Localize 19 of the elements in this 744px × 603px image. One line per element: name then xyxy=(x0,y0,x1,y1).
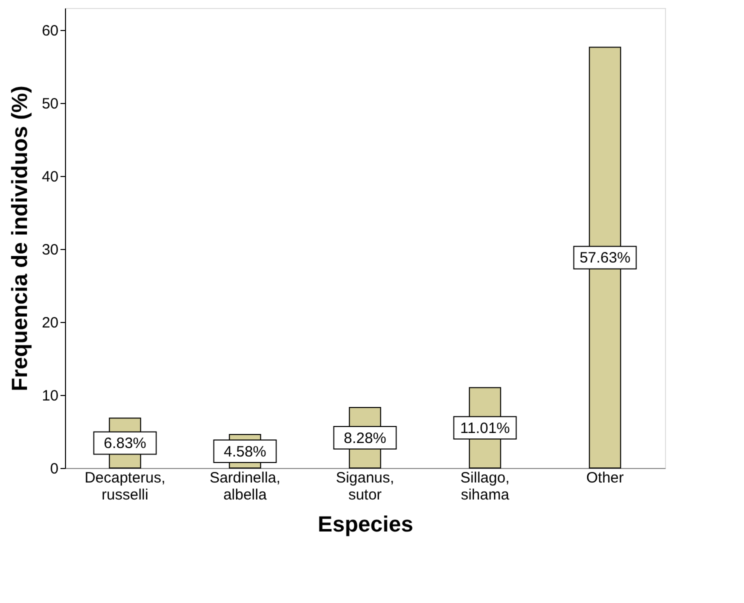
y-tick-label: 10 xyxy=(42,387,58,404)
data-label: 57.63% xyxy=(580,250,630,267)
x-tick-label: Siganus, sutor xyxy=(336,470,394,504)
y-tick-label: 20 xyxy=(42,314,58,332)
y-tick-label: 60 xyxy=(42,22,58,40)
y-tick-label: 40 xyxy=(42,168,58,186)
y-tick-label: 50 xyxy=(42,95,58,112)
x-tick-label: Sardinella, albella xyxy=(210,470,280,504)
y-tick-label: 30 xyxy=(42,241,58,258)
data-label: 6.83% xyxy=(104,435,146,452)
data-label: 4.58% xyxy=(224,443,266,460)
x-tick-label: Decapterus, russelli xyxy=(84,470,166,504)
y-axis-title: Frequencia de individuos (%) xyxy=(6,86,32,392)
data-label: 8.28% xyxy=(344,430,386,447)
x-tick-label: Other xyxy=(586,470,624,486)
y-tick-label: 0 xyxy=(50,460,58,478)
x-tick-label: Sillago, sihama xyxy=(460,470,510,504)
x-axis-title: Especies xyxy=(318,512,414,536)
data-label: 11.01% xyxy=(460,420,510,437)
